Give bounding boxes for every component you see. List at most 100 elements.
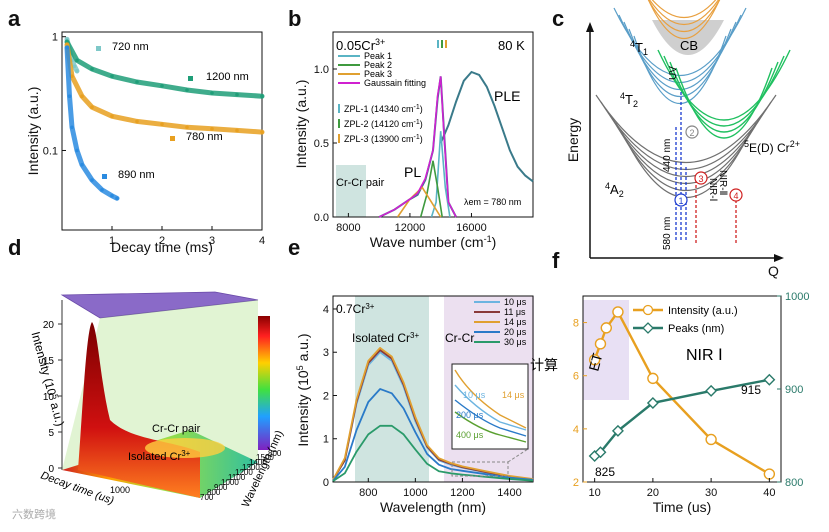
panel-d-ridge — [145, 438, 225, 458]
panel-e-series-2 — [332, 347, 534, 481]
panel-c-nir1-label: NIR-Ⅰ — [707, 178, 718, 202]
panel-b-legend-label-2: Peak 3 — [364, 69, 392, 79]
panel-a-point — [100, 188, 104, 192]
panel-f-intensity-point — [763, 468, 776, 480]
panel-b-ticks: 8000 12000 16000 0.0 0.5 1.0 — [314, 64, 487, 234]
panel-f-ytick-right-label: 900 — [785, 384, 803, 396]
panel-d-xtick: 1000 — [110, 485, 130, 495]
panel-d-ztick-label: 15 — [43, 356, 55, 367]
panel-c-step3 — [694, 171, 708, 185]
panel-a-legend-marker-0 — [96, 46, 101, 51]
panel-e-series-3 — [332, 388, 534, 482]
panel-c-580-label: 580 nm — [662, 217, 673, 250]
panel-a-xtick-label: 4 — [259, 235, 265, 247]
panel-d-ytick-label: 1100 — [228, 473, 246, 482]
panel-c-a2-curve — [595, 94, 777, 163]
panel-f-value-915: 915 — [741, 383, 761, 397]
panel-c-xlabel: Q — [768, 263, 779, 279]
panel-a-point — [210, 91, 214, 95]
panel-d-ytick-label: 1400 — [249, 458, 267, 467]
panel-e-inset-label-400: 400 μs — [456, 430, 484, 440]
panel-b-series-4 — [396, 186, 442, 218]
panel-f-peak-point — [611, 424, 624, 437]
panel-b-zpl-close: ) — [420, 104, 423, 114]
panel-f-intensity-point — [647, 372, 659, 385]
panel-b-zpl-label-0: ZPL-1 (14340 cm-1) — [344, 104, 423, 114]
panel-a-point — [70, 125, 74, 130]
panel-a-xlabel: Decay time (ms) — [111, 239, 213, 255]
panel-a-point — [75, 69, 79, 73]
panel-d-ytick-label: 1000 — [221, 478, 239, 487]
panel-f-intensity-point — [600, 322, 612, 334]
panel-c-e-curve — [663, 55, 785, 127]
panel-a-point — [75, 148, 79, 153]
panel-a: a 720 nm 1200 nm 780 nm 890 nm 1 2 3 4 1 0.1 Dec… — [8, 6, 265, 255]
panel-e-inset-line-14 — [454, 369, 527, 429]
panel-d-ytick-label: 1300 — [242, 463, 260, 472]
panel-a-point — [110, 114, 114, 119]
panel-e-inset-line-400 — [454, 411, 527, 443]
panel-d-zticks: 0 5 10 15 20 — [43, 320, 62, 475]
panel-b-xtick-label: 8000 — [336, 222, 360, 234]
panel-e-xtick-label: 800 — [359, 487, 377, 499]
panel-b-series-1 — [439, 70, 534, 183]
panel-e-legend-label-2: 14 μs — [504, 317, 527, 327]
panel-c-t2-curve — [628, 28, 732, 98]
panel-e-inset-label-14: 14 μs — [502, 390, 525, 400]
panel-b-crcr-label: Cr-Cr pair — [336, 177, 385, 189]
panel-a-ytick-label: 1 — [52, 32, 58, 44]
panel-b-frame — [332, 31, 534, 218]
panel-f-ytick-left-label: 8 — [573, 318, 579, 330]
panel-e-series — [332, 347, 534, 482]
panel-f-ytick-right-label: 800 — [785, 477, 803, 489]
panel-b-series-5 — [378, 76, 457, 218]
panel-b-zpl-sup: -1 — [414, 134, 420, 141]
panel-b-zpl-top-marker-0 — [437, 40, 439, 48]
panel-b-zpl-sup: -1 — [414, 104, 420, 111]
panel-c-step2-label: 2 — [689, 128, 694, 138]
panel-d-colorbar — [258, 316, 270, 450]
panel-e-inset-line-200 — [454, 399, 527, 437]
panel-a-legend-marker-3 — [102, 174, 107, 179]
panel-c-t1-curve — [647, 0, 721, 39]
panel-f-legend-marker-0 — [642, 304, 654, 316]
panel-b-xtick-label: 16000 — [456, 222, 487, 234]
panel-c-440-label: 440 nm — [662, 139, 673, 172]
panel-f-value-825: 825 — [595, 465, 615, 479]
panel-b-zpl-legend: ZPL-1 (14340 cm-1) ZPL-2 (14120 cm-1) ZPL-… — [338, 40, 447, 144]
panel-d-ztick-label: 20 — [43, 320, 55, 331]
panel-c-e-label: 5E(D) Cr2+ — [744, 139, 800, 155]
panel-f-series — [588, 306, 776, 480]
panel-d-ytick-label: 1200 — [235, 468, 253, 477]
panel-a-xtick-label: 1 — [109, 235, 115, 247]
panel-e-sample: 0.7Cr3+ — [336, 302, 375, 316]
panel-b-title: 80 K — [498, 38, 525, 53]
panel-c-step3-label: 3 — [698, 174, 703, 184]
panel-a-point — [72, 64, 77, 69]
panel-c-e-curve — [669, 61, 779, 133]
panel-c-t1-curve — [647, 0, 721, 33]
panel-c-uv-label: UV — [668, 66, 679, 80]
panel-d-ztick-label: 0 — [48, 464, 54, 475]
panel-f-ticks: 10 20 30 40 2 4 6 8 800 900 1000 — [573, 291, 810, 499]
panel-b-zpl-marker-2 — [338, 134, 340, 143]
panel-c-step4-label: 4 — [733, 191, 738, 201]
panel-a-legend-label-1: 1200 nm — [206, 71, 249, 83]
panel-b-xlabel: Wave number (cm-1) — [370, 234, 497, 250]
panel-f-ytick-left-label: 4 — [573, 424, 579, 436]
panel-f-et-label: ET — [585, 351, 605, 373]
panel-a-legend-label-3: 890 nm — [118, 169, 155, 181]
panel-c-nir2-label: NIR-Ⅱ — [717, 170, 728, 195]
panel-a-point — [67, 94, 72, 98]
panel-c-e-curve — [657, 49, 791, 121]
panel-d-ytick-label: 900 — [214, 483, 228, 492]
panel-f-legend-label-0: Intensity (a.u.) — [668, 305, 738, 317]
panel-f-xtick-label: 10 — [589, 487, 601, 499]
panel-e: e 800 1000 1200 1400 0 1 2 3 4 0.7Cr3+ Isolated … — [288, 235, 558, 515]
panel-b-pl-label: PL — [404, 164, 421, 180]
panel-f-xlabel: Time (us) — [653, 499, 712, 515]
panel-e-series-4 — [332, 424, 534, 482]
panel-a-letter: a — [8, 6, 21, 31]
panel-d-iso-label: Isolated Cr3+ — [128, 449, 191, 463]
